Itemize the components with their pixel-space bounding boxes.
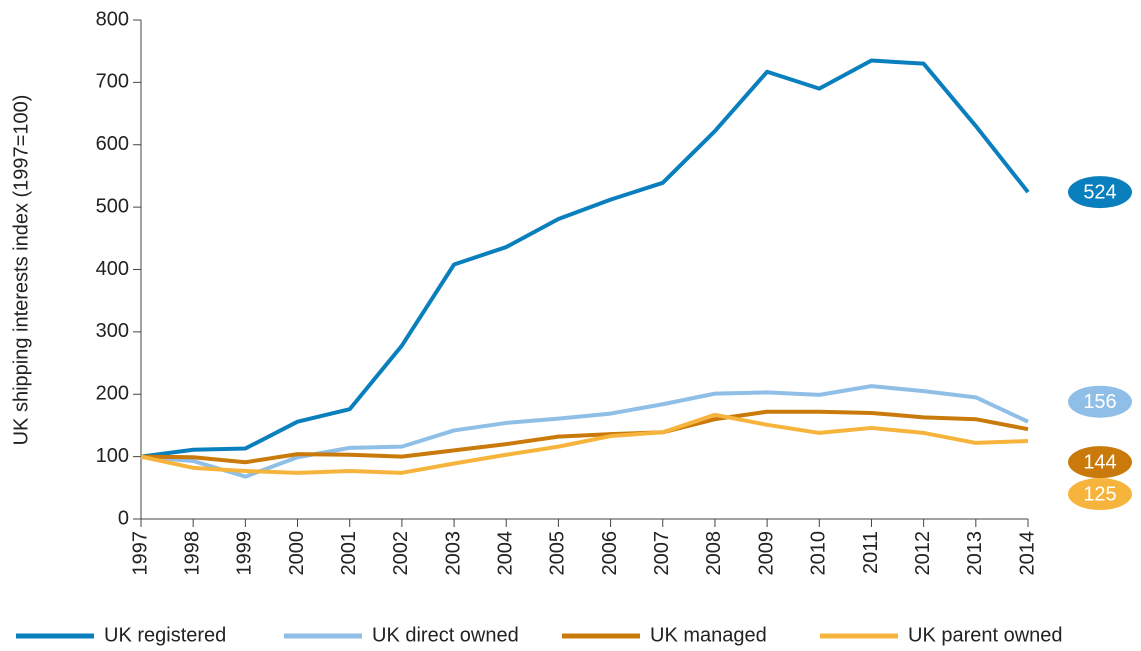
x-tick-label: 2013: [964, 531, 986, 576]
y-tick-label: 0: [118, 507, 129, 529]
x-tick-label: 2003: [442, 531, 464, 576]
x-tick-label: 2012: [912, 531, 934, 576]
y-tick-label: 700: [96, 71, 129, 93]
legend-label: UK managed: [650, 624, 767, 646]
x-tick-label: 1997: [129, 531, 151, 576]
y-axis-label: UK shipping interests index (1997=100): [10, 95, 32, 446]
y-tick-label: 600: [96, 133, 129, 155]
legend-label: UK registered: [104, 624, 226, 646]
end-label: 524: [1083, 181, 1116, 203]
end-label: 156: [1083, 391, 1116, 413]
line: [140, 409, 1029, 465]
legend-label: UK parent owned: [908, 624, 1063, 646]
x-tick-label: 1999: [234, 531, 256, 576]
y-tick-label: 800: [96, 8, 129, 30]
end-label: 125: [1083, 483, 1116, 505]
x-tick-label: 2002: [390, 531, 412, 576]
x-tick-label: 2000: [286, 531, 308, 576]
end-label-bg: [1068, 385, 1132, 418]
x-tick-label: 2011: [860, 531, 882, 574]
y-tick-label: 400: [96, 258, 129, 280]
x-tick-label: 2004: [495, 531, 517, 576]
x-tick-label: 1998: [181, 531, 203, 576]
x-tick-label: 2007: [651, 531, 673, 576]
y-tick-label: 300: [96, 320, 129, 342]
legend-label: UK direct owned: [372, 624, 519, 646]
end-label-bg: [1068, 176, 1132, 209]
x-tick-label: 2010: [808, 531, 830, 576]
x-tick-label: 2005: [547, 531, 569, 576]
line: [140, 58, 1030, 459]
end-label: 144: [1083, 451, 1116, 473]
line: [140, 412, 1029, 475]
x-tick-label: 2009: [755, 531, 777, 576]
x-tick-label: 2014: [1016, 531, 1038, 576]
line: [140, 384, 1029, 479]
end-label-bg: [1068, 446, 1132, 479]
x-tick-label: 2008: [703, 531, 725, 576]
x-tick-label: 2001: [338, 531, 360, 576]
y-tick-label: 100: [96, 445, 129, 467]
end-label-bg: [1068, 478, 1132, 511]
y-tick-label: 500: [96, 195, 129, 217]
x-tick-label: 2006: [599, 531, 621, 576]
y-tick-label: 200: [96, 383, 129, 405]
